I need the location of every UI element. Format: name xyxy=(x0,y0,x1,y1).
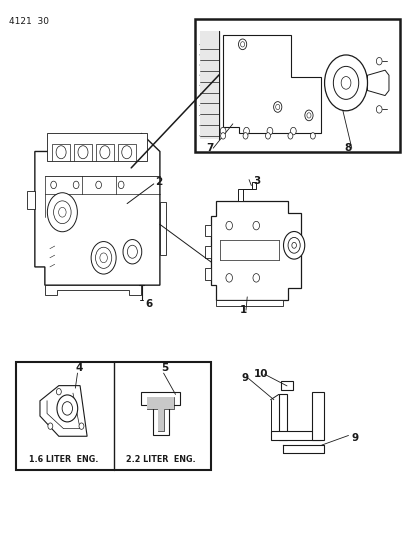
Circle shape xyxy=(304,110,312,120)
Circle shape xyxy=(56,389,61,395)
Text: 1: 1 xyxy=(239,305,247,315)
Circle shape xyxy=(62,402,72,415)
Polygon shape xyxy=(40,386,87,436)
Circle shape xyxy=(56,146,66,159)
Polygon shape xyxy=(52,144,70,160)
Circle shape xyxy=(375,106,381,113)
Circle shape xyxy=(47,193,77,232)
Circle shape xyxy=(95,247,112,269)
Polygon shape xyxy=(96,144,113,160)
Circle shape xyxy=(252,273,259,282)
Circle shape xyxy=(275,104,279,110)
Text: 10: 10 xyxy=(254,369,268,379)
Polygon shape xyxy=(280,381,292,390)
Polygon shape xyxy=(45,285,141,295)
Text: 2: 2 xyxy=(155,177,162,187)
Circle shape xyxy=(252,221,259,230)
Circle shape xyxy=(324,55,366,111)
Polygon shape xyxy=(204,224,211,237)
Circle shape xyxy=(225,221,232,230)
Text: 6: 6 xyxy=(145,299,153,309)
Circle shape xyxy=(54,201,71,224)
Circle shape xyxy=(288,237,299,253)
Circle shape xyxy=(287,133,292,139)
Circle shape xyxy=(266,127,272,135)
Circle shape xyxy=(51,181,56,189)
Circle shape xyxy=(100,253,107,263)
Polygon shape xyxy=(211,201,301,300)
Polygon shape xyxy=(204,246,211,258)
Circle shape xyxy=(48,423,53,430)
Polygon shape xyxy=(47,133,147,160)
Circle shape xyxy=(123,239,142,264)
Text: 5: 5 xyxy=(161,363,168,373)
Circle shape xyxy=(220,133,225,139)
Circle shape xyxy=(100,146,110,159)
Text: 9: 9 xyxy=(240,374,247,383)
Polygon shape xyxy=(215,300,283,306)
Text: 1.6 LITER  ENG.: 1.6 LITER ENG. xyxy=(29,455,98,464)
Circle shape xyxy=(273,102,281,112)
Circle shape xyxy=(290,127,295,135)
Circle shape xyxy=(91,241,116,274)
Bar xyxy=(194,19,399,152)
Polygon shape xyxy=(35,133,160,285)
Circle shape xyxy=(306,112,310,118)
Circle shape xyxy=(78,146,88,159)
Polygon shape xyxy=(270,431,319,440)
Text: 3: 3 xyxy=(253,176,260,186)
Polygon shape xyxy=(27,191,35,209)
Circle shape xyxy=(291,243,296,248)
Text: 8: 8 xyxy=(344,143,351,153)
Text: 9: 9 xyxy=(351,433,358,443)
Text: 2.2 LITER  ENG.: 2.2 LITER ENG. xyxy=(126,455,195,464)
Bar xyxy=(16,362,211,470)
Text: 7: 7 xyxy=(205,143,213,153)
Circle shape xyxy=(57,395,78,422)
Polygon shape xyxy=(311,392,323,440)
Circle shape xyxy=(340,77,350,89)
Polygon shape xyxy=(160,201,166,255)
Circle shape xyxy=(118,181,124,189)
Circle shape xyxy=(79,423,84,430)
Circle shape xyxy=(58,207,66,217)
Circle shape xyxy=(96,181,101,189)
Text: 4: 4 xyxy=(75,363,82,373)
Text: 4121  30: 4121 30 xyxy=(9,17,49,26)
Circle shape xyxy=(73,181,79,189)
Polygon shape xyxy=(118,144,135,160)
Circle shape xyxy=(238,39,246,50)
Circle shape xyxy=(243,127,249,135)
Polygon shape xyxy=(278,394,286,440)
Circle shape xyxy=(240,42,244,47)
Circle shape xyxy=(243,133,247,139)
Circle shape xyxy=(310,133,315,139)
Polygon shape xyxy=(147,397,174,431)
Circle shape xyxy=(121,146,131,159)
Circle shape xyxy=(333,67,358,99)
Circle shape xyxy=(265,133,270,139)
Circle shape xyxy=(127,245,137,258)
Polygon shape xyxy=(199,31,219,140)
Polygon shape xyxy=(366,70,388,95)
Polygon shape xyxy=(238,182,256,201)
Circle shape xyxy=(225,273,232,282)
Circle shape xyxy=(220,127,225,135)
Circle shape xyxy=(283,231,304,259)
Polygon shape xyxy=(74,144,92,160)
Polygon shape xyxy=(222,35,320,133)
Polygon shape xyxy=(204,268,211,280)
Circle shape xyxy=(375,58,381,65)
Polygon shape xyxy=(141,392,180,435)
